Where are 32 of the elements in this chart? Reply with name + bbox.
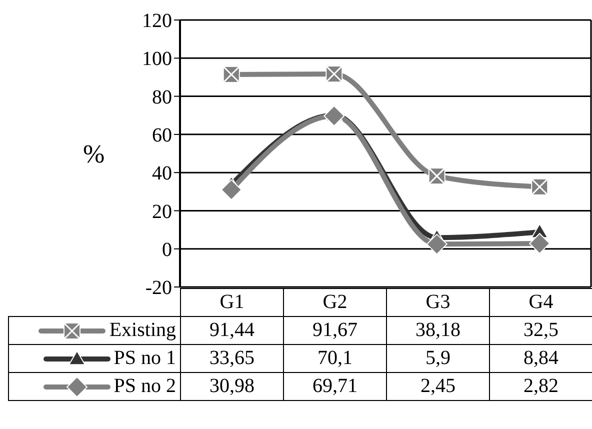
y-tick-label: 100 — [142, 48, 172, 70]
point — [220, 179, 242, 200]
legend-label: PS no 1 — [114, 346, 176, 369]
y-tick-label: 0 — [162, 238, 172, 261]
data-label: 8,84 — [490, 344, 592, 372]
data-label: 5,9 — [386, 344, 490, 372]
data-label: 32,5 — [490, 316, 592, 344]
legend-label: PS no 2 — [114, 374, 176, 397]
data-label: 91,44 — [180, 316, 284, 344]
y-tick-label: 60 — [152, 124, 172, 147]
data-label: 2,82 — [490, 372, 592, 400]
x-tick-label: G2 — [284, 288, 386, 316]
data-label: 91,67 — [284, 316, 386, 344]
point — [426, 234, 448, 255]
point — [324, 105, 345, 126]
x-tick-label: G1 — [180, 288, 284, 316]
y-tick-label: 40 — [152, 162, 172, 185]
x-tick-label: G4 — [490, 288, 592, 316]
x-tick-label: G3 — [386, 288, 490, 316]
y-tick-label: 80 — [152, 86, 172, 108]
data-label: 30,98 — [180, 372, 284, 400]
data-label: 70,1 — [284, 344, 386, 372]
point — [529, 232, 550, 254]
y-tick-label: 120 — [142, 10, 172, 32]
data-label: 38,18 — [386, 316, 490, 344]
data-label: 2,45 — [386, 372, 490, 400]
data-label: 33,65 — [180, 344, 284, 372]
y-tick-label: 20 — [152, 200, 172, 223]
data-label: 69,71 — [284, 372, 386, 400]
y-tick-label: -20 — [145, 277, 172, 300]
y-axis-title: % — [83, 140, 105, 169]
legend-label: Existing — [109, 318, 176, 341]
